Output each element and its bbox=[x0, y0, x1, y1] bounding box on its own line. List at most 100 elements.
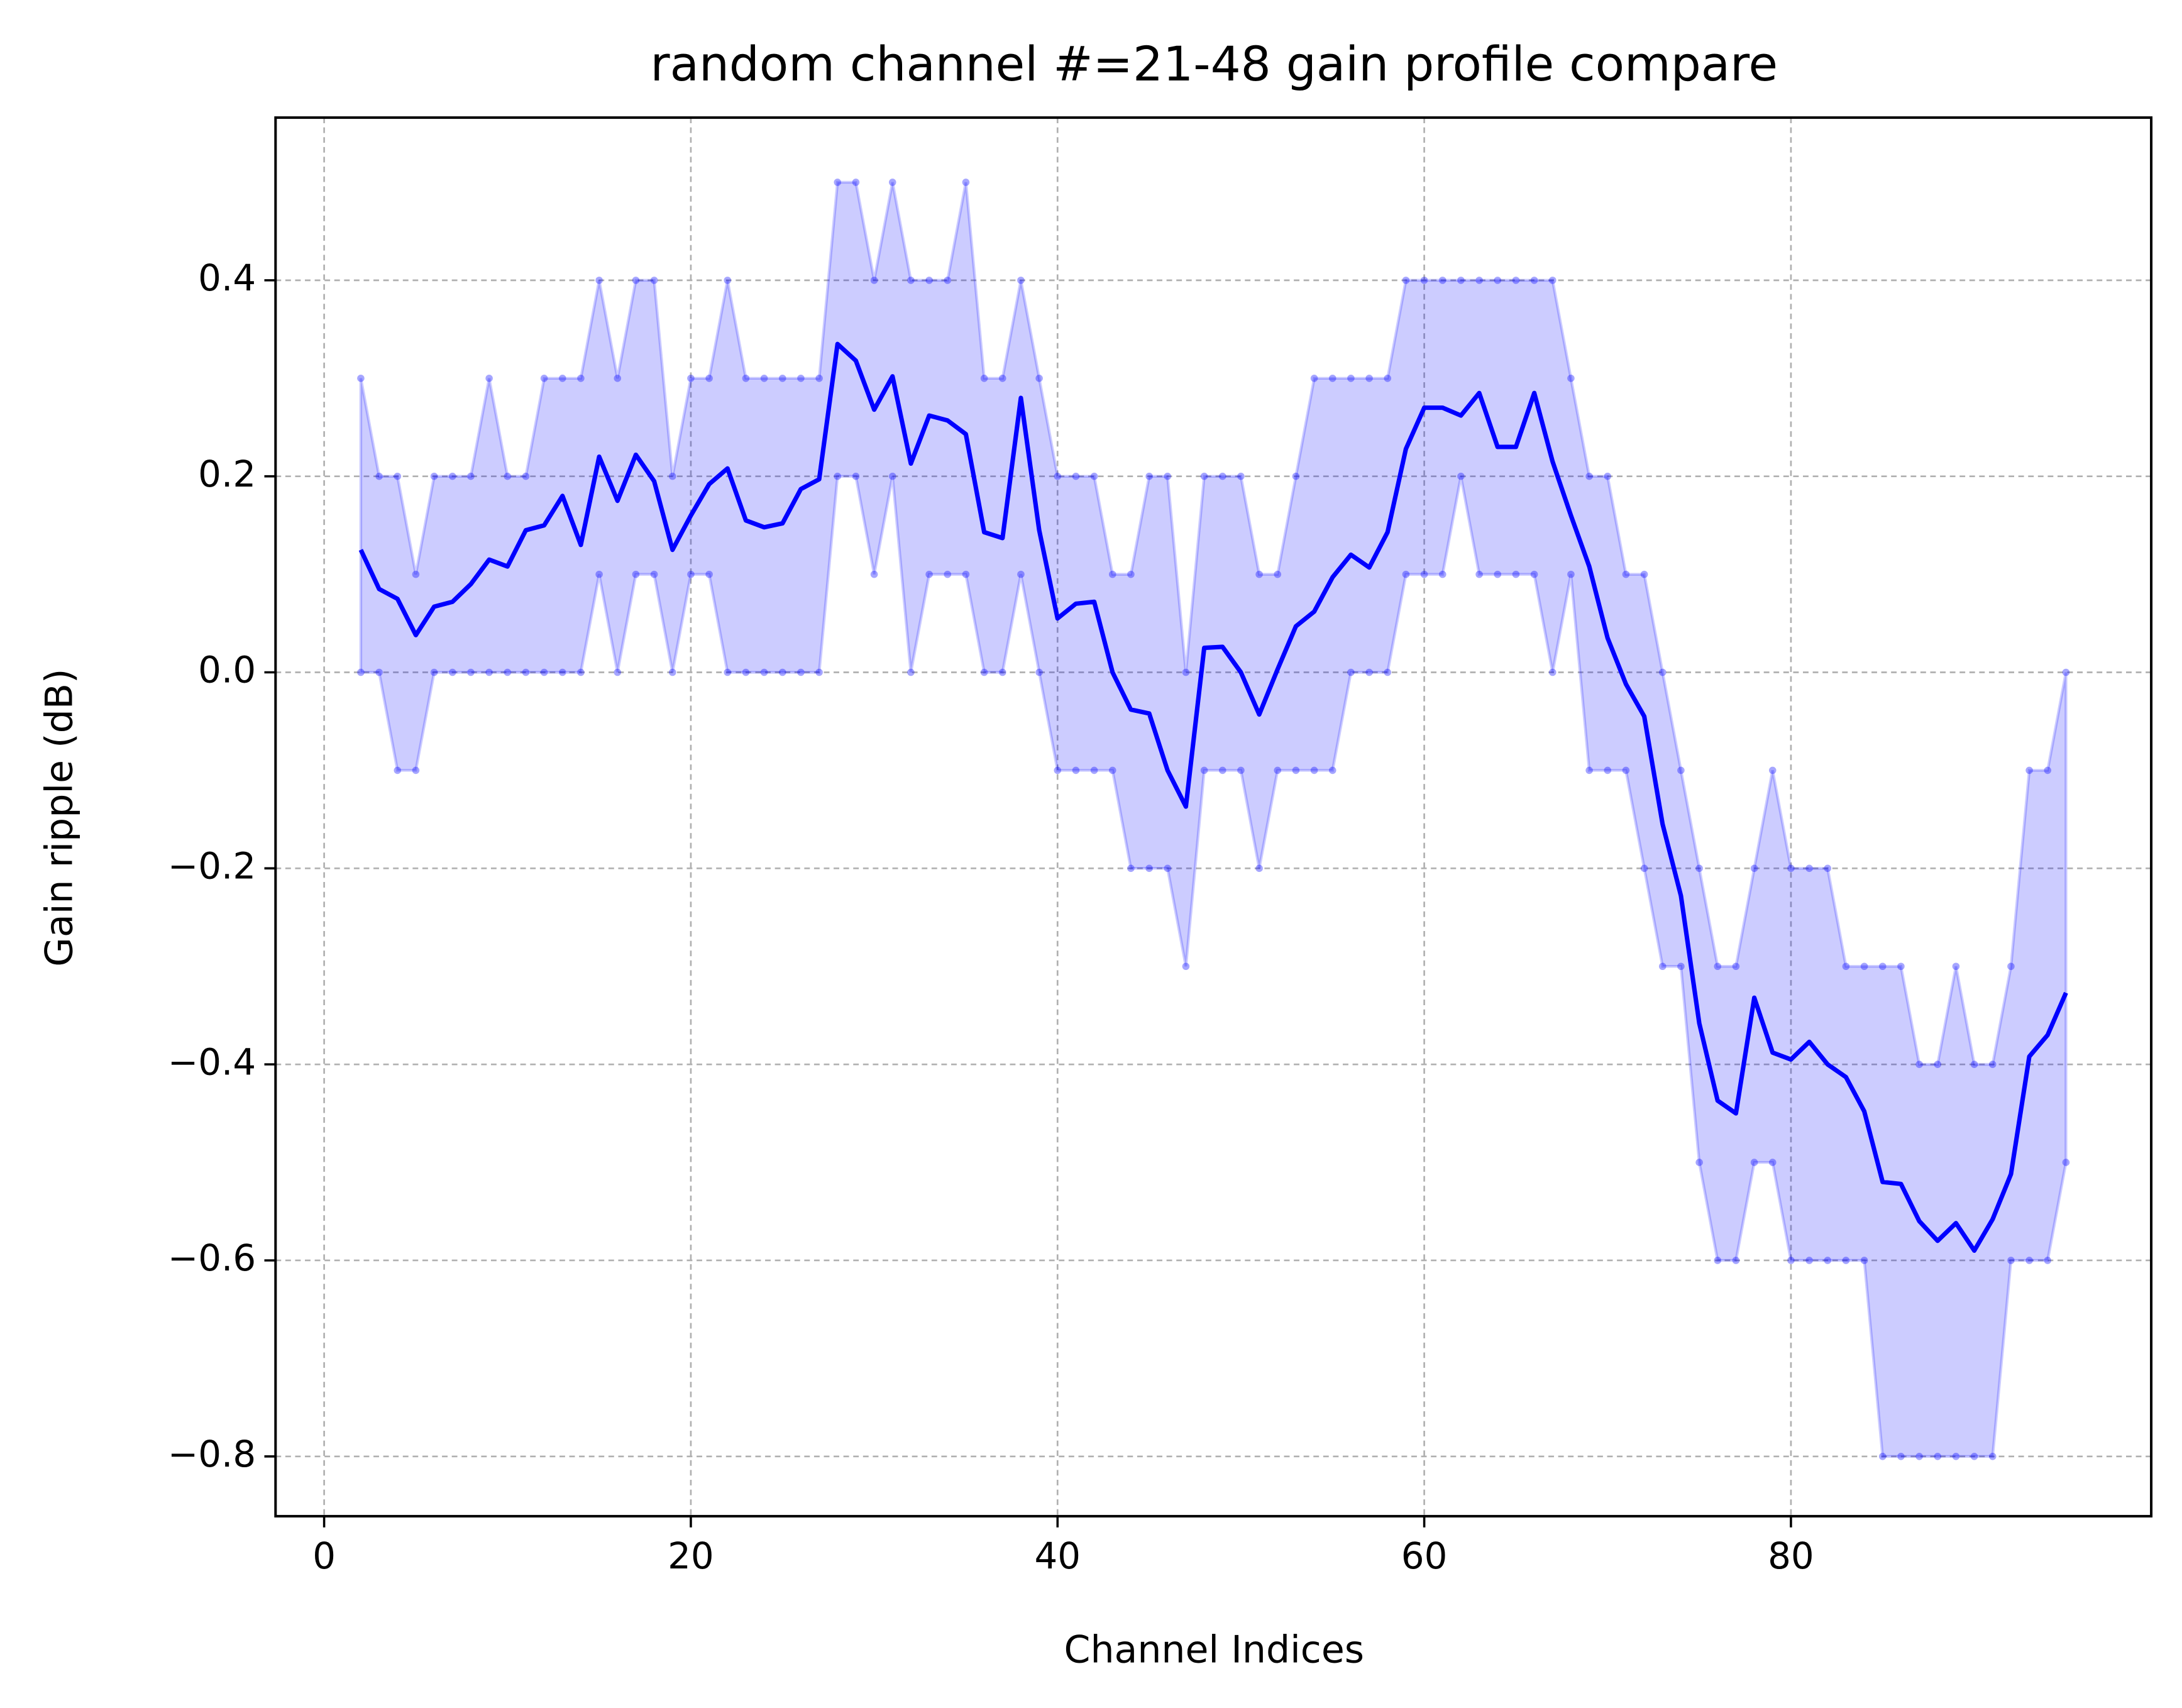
band-point bbox=[907, 668, 915, 676]
band-point bbox=[815, 374, 823, 382]
band-point bbox=[485, 668, 493, 676]
band-point bbox=[1255, 570, 1263, 578]
band-point bbox=[1512, 570, 1520, 578]
band-point bbox=[1072, 472, 1080, 480]
band-point bbox=[1677, 766, 1685, 774]
band-point bbox=[1090, 766, 1098, 774]
band-point bbox=[1438, 570, 1446, 578]
band-point bbox=[540, 668, 548, 676]
band-point bbox=[1952, 962, 1960, 971]
band-point bbox=[1494, 277, 1502, 284]
band-point bbox=[650, 277, 658, 284]
y-tick-label: 0.2 bbox=[198, 453, 256, 495]
band-point bbox=[1347, 374, 1355, 382]
band-point bbox=[1384, 374, 1392, 382]
band-point bbox=[1640, 570, 1648, 578]
band-point bbox=[742, 374, 750, 382]
band-point bbox=[1805, 864, 1813, 873]
band-point bbox=[797, 668, 805, 676]
band-point bbox=[944, 277, 952, 284]
band-point bbox=[724, 277, 732, 284]
band-point bbox=[1512, 277, 1520, 284]
band-point bbox=[357, 668, 365, 676]
band-point bbox=[1768, 1159, 1777, 1166]
band-point bbox=[834, 179, 842, 186]
band-point bbox=[1218, 766, 1226, 774]
band-point bbox=[1530, 277, 1538, 284]
band-point bbox=[870, 277, 878, 284]
band-point bbox=[1164, 472, 1172, 480]
band-point bbox=[504, 668, 512, 676]
band-point bbox=[1934, 1061, 1942, 1068]
band-point bbox=[2044, 766, 2052, 774]
band-point bbox=[1035, 374, 1043, 382]
band-point bbox=[1127, 570, 1135, 578]
band-point bbox=[1127, 864, 1135, 873]
band-point bbox=[998, 374, 1006, 382]
band-point bbox=[430, 668, 438, 676]
band-point bbox=[687, 374, 695, 382]
band-point bbox=[1054, 472, 1062, 480]
band-point bbox=[1604, 472, 1612, 480]
band-point bbox=[778, 668, 786, 676]
y-tick-label: 0.4 bbox=[198, 256, 256, 299]
band-point bbox=[1347, 668, 1355, 676]
band-point bbox=[412, 766, 420, 774]
band-point bbox=[614, 668, 622, 676]
band-point bbox=[1274, 570, 1282, 578]
x-tick-label: 60 bbox=[1401, 1534, 1448, 1577]
band-point bbox=[1182, 668, 1190, 676]
band-point bbox=[778, 374, 786, 382]
band-point bbox=[1988, 1061, 1997, 1068]
band-point bbox=[1897, 962, 1905, 971]
band-point bbox=[1164, 864, 1172, 873]
band-point bbox=[2062, 1159, 2070, 1166]
band-point bbox=[1640, 864, 1648, 873]
band-point bbox=[1402, 277, 1410, 284]
band-point bbox=[1017, 570, 1025, 578]
band-point bbox=[705, 374, 713, 382]
band-point bbox=[577, 668, 585, 676]
band-point bbox=[448, 668, 456, 676]
band-point bbox=[558, 668, 566, 676]
band-point bbox=[1384, 668, 1392, 676]
band-point bbox=[980, 668, 988, 676]
band-point bbox=[1585, 766, 1593, 774]
band-point bbox=[962, 179, 970, 186]
band-point bbox=[1255, 864, 1263, 873]
band-point bbox=[632, 277, 640, 284]
band-point bbox=[467, 668, 475, 676]
x-axis-label: Channel Indices bbox=[1064, 1628, 1365, 1672]
band-point bbox=[1732, 962, 1740, 971]
band-point bbox=[485, 374, 493, 382]
band-point bbox=[1970, 1452, 1978, 1460]
band-point bbox=[1604, 766, 1612, 774]
band-point bbox=[577, 374, 585, 382]
band-point bbox=[1878, 1452, 1887, 1460]
band-point bbox=[522, 472, 530, 480]
band-point bbox=[1622, 766, 1630, 774]
band-point bbox=[925, 277, 933, 284]
band-point bbox=[1750, 1159, 1758, 1166]
band-point bbox=[1622, 570, 1630, 578]
band-point bbox=[1420, 277, 1428, 284]
band-point bbox=[1310, 374, 1318, 382]
band-point bbox=[998, 668, 1006, 676]
band-point bbox=[522, 668, 530, 676]
band-point bbox=[1934, 1452, 1942, 1460]
band-point bbox=[1402, 570, 1410, 578]
band-point bbox=[1365, 668, 1373, 676]
y-axis-label: Gain ripple (dB) bbox=[38, 668, 82, 966]
band-point bbox=[2025, 1257, 2033, 1264]
band-point bbox=[1054, 766, 1062, 774]
band-point bbox=[705, 570, 713, 578]
band-point bbox=[1658, 962, 1667, 971]
band-point bbox=[1494, 570, 1502, 578]
band-point bbox=[1768, 766, 1777, 774]
band-point bbox=[888, 179, 896, 186]
band-point bbox=[357, 374, 365, 382]
band-point bbox=[1328, 766, 1336, 774]
band-point bbox=[742, 668, 750, 676]
band-point bbox=[1878, 962, 1887, 971]
